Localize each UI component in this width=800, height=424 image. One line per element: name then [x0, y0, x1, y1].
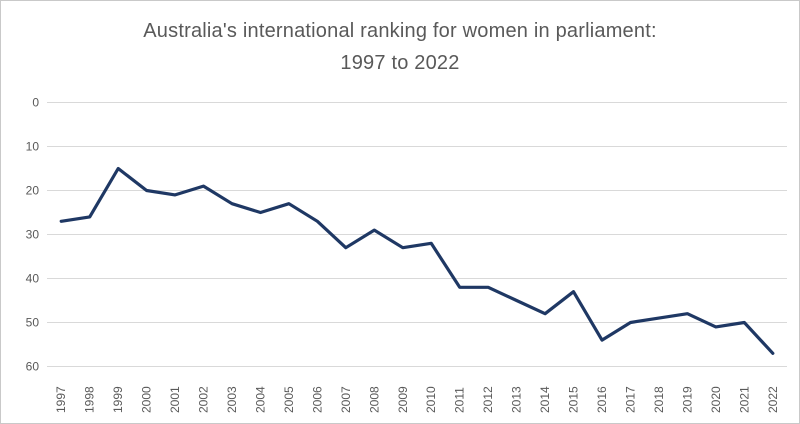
x-tick-label-2009: 2009 — [396, 386, 410, 413]
y-tick-label-10: 10 — [26, 140, 40, 154]
x-tick-label-2015: 2015 — [567, 386, 581, 413]
y-tick-label-20: 20 — [26, 184, 40, 198]
x-tick-label-2006: 2006 — [310, 386, 324, 413]
x-tick-label-2018: 2018 — [652, 386, 666, 413]
x-tick-label-2020: 2020 — [709, 386, 723, 413]
y-tick-label-0: 0 — [32, 96, 39, 110]
x-tick-label-1997: 1997 — [54, 386, 68, 413]
chart-title-line-2: 1997 to 2022 — [340, 52, 460, 74]
x-tick-label-2003: 2003 — [225, 386, 239, 413]
x-tick-label-2013: 2013 — [510, 386, 524, 413]
x-tick-label-2014: 2014 — [538, 386, 552, 413]
x-tick-label-2012: 2012 — [481, 386, 495, 413]
x-tick-label-1999: 1999 — [111, 386, 125, 413]
y-tick-label-30: 30 — [26, 228, 40, 242]
x-tick-label-2021: 2021 — [737, 386, 751, 413]
x-tick-label-2001: 2001 — [168, 386, 182, 413]
y-tick-label-40: 40 — [26, 272, 40, 286]
y-tick-label-60: 60 — [26, 360, 40, 374]
x-tick-label-2019: 2019 — [680, 386, 694, 413]
x-tick-label-2004: 2004 — [253, 386, 267, 413]
x-tick-label-2017: 2017 — [623, 386, 637, 413]
x-tick-label-2016: 2016 — [595, 386, 609, 413]
y-tick-label-50: 50 — [26, 316, 40, 330]
x-tick-label-2011: 2011 — [453, 387, 467, 413]
x-tick-label-2000: 2000 — [140, 386, 154, 413]
x-tick-label-2007: 2007 — [339, 386, 353, 413]
ranking-line — [59, 166, 775, 355]
x-tick-label-2005: 2005 — [282, 386, 296, 413]
x-tick-label-2002: 2002 — [197, 386, 211, 413]
chart-title-line-1: Australia's international ranking for wo… — [143, 20, 657, 42]
x-tick-label-1998: 1998 — [83, 386, 97, 413]
x-tick-label-2008: 2008 — [367, 386, 381, 413]
chart-title: Australia's international ranking for wo… — [1, 15, 799, 79]
x-tick-label-2010: 2010 — [424, 386, 438, 413]
x-tick-label-2022: 2022 — [766, 386, 780, 413]
